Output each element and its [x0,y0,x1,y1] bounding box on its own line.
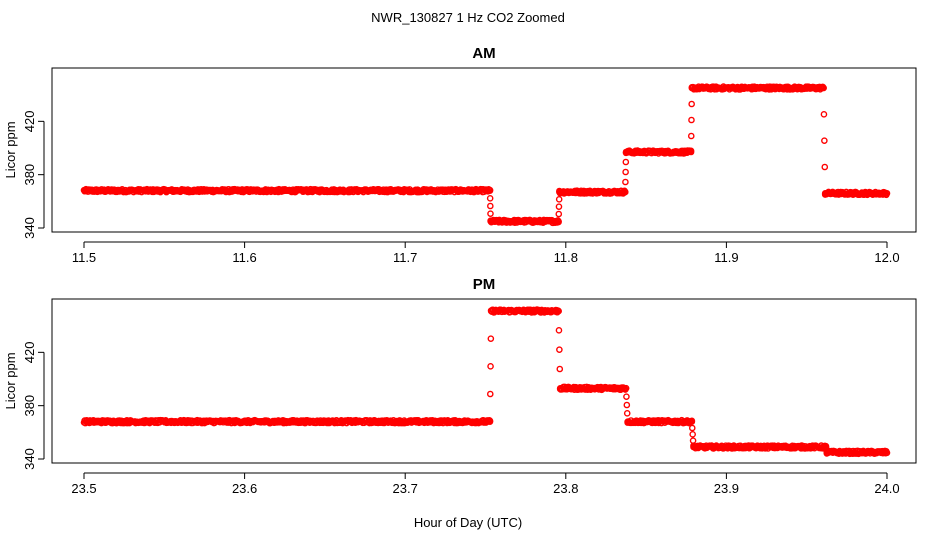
panel-am-ylabel: Licor ppm [3,121,18,178]
pm-y-tick-label: 380 [22,395,37,417]
pm-x-tick-label: 24.0 [874,481,899,496]
pm-data-point [486,418,494,425]
am-data-point [621,188,629,196]
pm-data-point [486,390,494,398]
panel-pm-ylabel: Licor ppm [3,352,18,409]
panel-am-points [80,83,891,227]
am-x-tick-label: 11.8 [554,250,578,265]
pm-data-point [555,307,562,315]
pm-x-tick-label: 23.7 [393,481,418,496]
am-data-point [622,158,630,166]
am-data-point [883,189,891,197]
am-x-tick-label: 12.0 [874,250,899,265]
am-data-point [487,202,494,210]
panel-pm-frame [51,298,917,464]
am-data-point [688,100,695,108]
am-data-point [486,195,494,202]
pm-x-tick-label: 23.5 [71,481,96,496]
am-data-point [622,178,629,186]
panel-am-frame [51,67,917,233]
panel-am-y-axis: 340 380 420 [22,110,45,239]
panel-am-title: AM [472,45,495,62]
am-data-point [555,203,563,210]
am-data-point [487,210,494,217]
pm-x-tick-label: 23.9 [714,481,739,496]
am-data-point [486,187,494,194]
pm-data-point [883,449,891,457]
am-data-point [688,116,695,124]
am-x-tick-label: 11.6 [232,250,256,265]
am-data-point [820,84,827,92]
panel-pm-points [80,306,891,458]
pm-data-point [623,393,630,400]
am-data-point [622,168,629,176]
am-data-point [687,132,695,140]
panel-pm: PM Licor ppm 23.5 23.6 23.7 23.8 23.9 24.0 34… [3,276,917,496]
panel-pm-y-axis: 340 380 420 [22,341,45,470]
pm-y-tick-label: 420 [22,341,37,363]
am-x-tick-label: 11.5 [72,250,96,265]
pm-data-point [487,363,494,370]
am-data-point [555,218,562,225]
figure-title: NWR_130827 1 Hz CO2 Zoomed [371,10,565,25]
pm-data-point [487,335,495,342]
panel-pm-x-axis: 23.5 23.6 23.7 23.8 23.9 24.0 [71,472,900,496]
pm-data-point [622,385,630,392]
am-x-tick-label: 11.9 [714,250,738,265]
pm-data-point [556,365,564,373]
pm-data-point [556,346,563,353]
pm-data-point [623,401,631,409]
pm-data-point [623,410,631,417]
panel-am-x-axis: 11.5 11.6 11.7 11.8 11.9 12.0 [72,241,900,265]
pm-data-point [555,327,563,334]
pm-x-tick-label: 23.8 [553,481,578,496]
figure-xlabel: Hour of Day (UTC) [414,515,522,530]
panel-pm-title: PM [473,276,496,293]
am-y-tick-label: 380 [22,164,37,186]
am-data-point [555,196,563,203]
pm-x-tick-label: 23.6 [232,481,257,496]
am-y-tick-label: 340 [22,217,37,239]
panel-am: AM Licor ppm 11.5 11.6 11.7 11.8 11.9 12.0 34… [3,45,917,265]
am-data-point [821,163,829,171]
pm-data-point [688,424,696,432]
pm-data-point [689,431,696,438]
pm-data-point [688,418,696,425]
am-data-point [820,111,828,118]
am-data-point [555,210,563,218]
am-data-point [821,137,828,144]
am-y-tick-label: 420 [22,110,37,132]
pm-y-tick-label: 340 [22,448,37,470]
am-data-point [687,148,695,156]
am-x-tick-label: 11.7 [393,250,417,265]
